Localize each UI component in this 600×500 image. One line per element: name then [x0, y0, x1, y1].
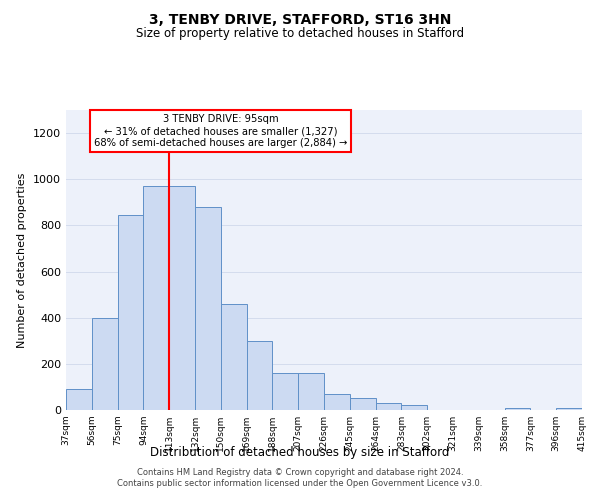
Bar — [298, 373, 324, 410]
Bar — [401, 406, 427, 410]
Bar — [247, 341, 272, 410]
Bar — [92, 318, 118, 410]
Bar — [505, 408, 530, 410]
Text: Size of property relative to detached houses in Stafford: Size of property relative to detached ho… — [136, 28, 464, 40]
Bar — [66, 389, 92, 410]
Bar — [195, 207, 221, 410]
Bar — [143, 186, 169, 410]
Bar — [324, 394, 350, 410]
Bar — [376, 403, 401, 410]
Bar — [556, 408, 582, 410]
Bar — [169, 186, 195, 410]
Text: 3 TENBY DRIVE: 95sqm
← 31% of detached houses are smaller (1,327)
68% of semi-de: 3 TENBY DRIVE: 95sqm ← 31% of detached h… — [94, 114, 347, 148]
Bar — [221, 304, 247, 410]
Y-axis label: Number of detached properties: Number of detached properties — [17, 172, 28, 348]
Text: Distribution of detached houses by size in Stafford: Distribution of detached houses by size … — [151, 446, 449, 459]
Bar — [350, 398, 376, 410]
Bar — [272, 373, 298, 410]
Bar — [118, 215, 143, 410]
Text: Contains HM Land Registry data © Crown copyright and database right 2024.
Contai: Contains HM Land Registry data © Crown c… — [118, 468, 482, 487]
Text: 3, TENBY DRIVE, STAFFORD, ST16 3HN: 3, TENBY DRIVE, STAFFORD, ST16 3HN — [149, 12, 451, 26]
